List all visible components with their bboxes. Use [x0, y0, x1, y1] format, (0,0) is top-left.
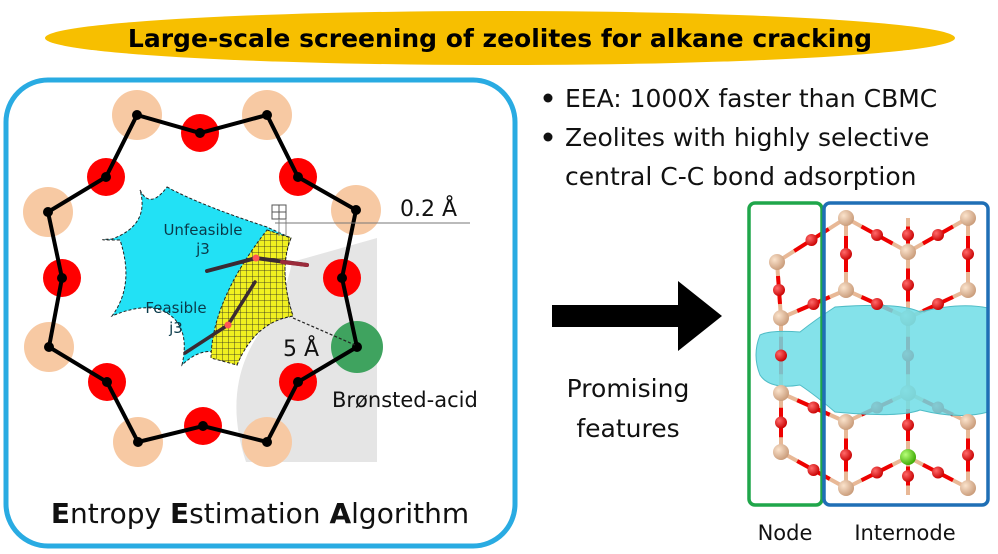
ring-vertex — [57, 273, 67, 283]
ring-vertex — [351, 205, 361, 215]
oxygen-atom — [932, 298, 944, 310]
oxygen-atom — [962, 449, 974, 461]
ring-vertex — [101, 172, 111, 182]
oxygen-atom — [805, 234, 818, 246]
oxygen-atom — [840, 248, 852, 260]
eea-panel: Unfeasible j3 Feasible j3 0.2 Å 5 Å Brøn… — [3, 77, 518, 549]
internode-label: Internode — [854, 521, 955, 545]
silicon-atom — [773, 444, 789, 460]
oxygen-atom — [871, 466, 883, 479]
ring-vertex — [195, 128, 205, 138]
caption-rest-1: ntropy — [70, 497, 170, 530]
title: Large-scale screening of zeolites for al… — [128, 24, 872, 53]
silicon-atom — [900, 244, 916, 260]
arrow-label-line2: features — [576, 414, 679, 443]
silicon-atom — [773, 310, 789, 326]
silicon-atom — [960, 480, 976, 496]
internode-box — [822, 201, 990, 507]
silicon-atom — [960, 414, 976, 430]
right-arrow-icon — [552, 281, 722, 351]
ring-vertex — [133, 437, 143, 447]
silicon-atom — [838, 282, 854, 298]
caption-bold-a: A — [329, 497, 351, 530]
silicon-atom — [960, 210, 976, 226]
oxygen-atom — [840, 449, 852, 461]
oxygen-atom — [871, 229, 883, 241]
oxygen-atom — [775, 416, 787, 429]
ring-vertex — [198, 421, 208, 431]
bullet-dot — [543, 132, 553, 142]
bullet-dot — [543, 93, 553, 103]
silicon-atom — [838, 210, 854, 226]
oxygen-atom — [902, 470, 914, 482]
unfeasible-label: Unfeasible — [163, 221, 242, 239]
title-banner: Large-scale screening of zeolites for al… — [45, 11, 955, 65]
node-box — [747, 201, 824, 507]
oxygen-atom — [902, 419, 914, 431]
oxygen-atom — [932, 229, 944, 241]
oxygen-atom — [902, 229, 914, 241]
ring-vertex — [352, 342, 362, 352]
feasible-region — [210, 229, 294, 366]
zeolite-structure: Node Internode — [747, 201, 990, 545]
ring-vertex — [102, 377, 112, 387]
eea-caption: Entropy Estimation Algorithm — [51, 497, 469, 530]
ring-vertex — [293, 377, 303, 387]
silicon-atom — [838, 480, 854, 496]
bullet-1: EEA: 1000X faster than CBMC — [565, 84, 937, 113]
node-label: Node — [758, 521, 813, 545]
arrow-label-line1: Promising — [567, 374, 690, 403]
grid-cell-icon — [271, 204, 287, 236]
bead-j3-unfeasible — [252, 254, 260, 262]
oxygen-atom — [902, 279, 914, 291]
oxygen-atom — [932, 466, 944, 479]
zeolite-ring — [23, 90, 383, 467]
bullet-list: EEA: 1000X faster than CBMC Zeolites wit… — [543, 84, 937, 191]
oxygen-atom — [775, 349, 787, 362]
oxygen-atom — [807, 298, 820, 310]
unfeasible-sub: j3 — [195, 240, 210, 258]
feasible-label: Feasible — [145, 299, 206, 317]
radius-dashed-line — [292, 317, 356, 346]
oxygen-atom — [773, 284, 785, 296]
ring-vertex — [337, 273, 347, 283]
caption-rest-3: lgorithm — [351, 497, 469, 530]
oxygen-atom — [807, 464, 820, 476]
oxygen-atom — [871, 298, 883, 310]
ring-vertex — [293, 172, 303, 182]
caption-bold-e2: E — [170, 497, 189, 530]
silicon-atom — [769, 254, 785, 270]
ring-vertex — [43, 207, 53, 217]
ring-vertex — [44, 342, 54, 352]
grid-spacing-label: 0.2 Å — [400, 195, 457, 222]
ring-vertex — [262, 437, 272, 447]
bead-j3-feasible — [224, 321, 232, 329]
aluminum-atom — [900, 449, 916, 465]
bronsted-acid-label: Brønsted-acid — [332, 388, 478, 412]
silicon-atom — [773, 385, 789, 401]
silicon-atom — [960, 282, 976, 298]
radius-label: 5 Å — [283, 335, 319, 362]
title-banner-shape — [45, 11, 955, 65]
bullet-2: Zeolites with highly selective — [565, 123, 929, 152]
feasible-sub: j3 — [168, 319, 183, 337]
caption-rest-2: stimation — [189, 497, 329, 530]
framework-front — [769, 210, 976, 496]
oxygen-atom — [962, 248, 974, 260]
ring-vertex — [132, 110, 142, 120]
bullet-2-cont: central C-C bond adsorption — [565, 162, 917, 191]
ring-vertex — [262, 110, 272, 120]
caption-bold-e1: E — [51, 497, 70, 530]
silicon-atom — [838, 414, 854, 430]
oxygen-atom — [807, 401, 820, 414]
alkane-chain-end — [280, 260, 309, 267]
